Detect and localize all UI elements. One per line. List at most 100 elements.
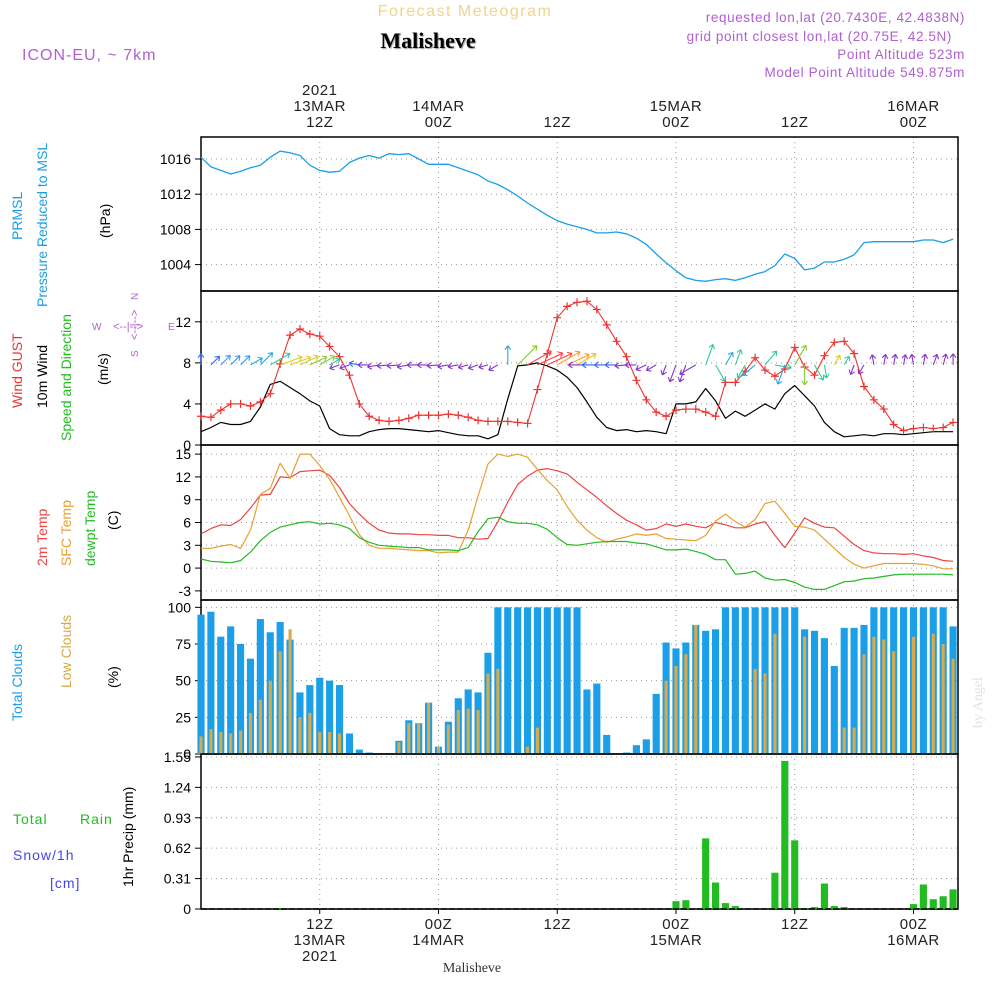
wind-gust-marker [859,382,868,391]
total-cloud-bar [731,607,739,754]
total-cloud-bar [326,680,334,754]
wind-direction-arrow [764,350,778,366]
total-cloud-bar [642,739,650,754]
total-cloud-bar [246,658,255,754]
wind-gust-marker [662,412,671,421]
pressure-frame [200,136,959,292]
precip-ytick-label: 0.62 [164,840,191,856]
wind-direction-arrow [908,353,916,365]
total-cloud-bar [207,611,215,754]
wind-gust-marker [256,397,265,406]
wind-direction-arrow [576,352,597,366]
clouds-label-total: Total Clouds [9,644,25,721]
low-cloud-bar [911,636,916,754]
bottom-time-label: 12Z [544,916,571,933]
wind-direction-arrow [386,362,399,369]
wind-ytick-label: 8 [183,355,191,371]
wind-gust-marker [216,406,225,415]
bottom-time-label: 12Z [306,916,333,933]
pressure-ytick-label: 1016 [160,151,191,167]
wind-direction-arrow [240,355,251,366]
bottom-time-label: 14MAR [412,932,465,949]
wind-gust-marker [563,302,572,311]
top-time-label: 00Z [662,114,689,131]
wind-direction-arrow [848,364,856,376]
wind-direction-arrow [794,344,808,366]
wind-direction-arrow [949,353,957,365]
wind-direction-arrow [677,364,687,383]
total-cloud-bar [563,607,571,754]
low-cloud-bar [278,651,282,754]
wind-direction-arrow [488,364,499,372]
wind-label-dir: Speed and Direction [58,314,74,441]
pressure-panel-labels: PRMSL Pressure Reduced to MSL (hPa) [9,143,113,307]
total-cloud-bar [197,614,205,754]
wind-gust-marker [770,372,779,381]
charts-layer: 100410081012101604812-303691215025507510… [160,82,959,965]
rain-bar [791,840,799,909]
precip-frame [200,753,959,910]
total-cloud-bar [543,607,551,754]
total-cloud-bar [217,636,225,754]
low-cloud-bar [496,668,500,754]
wind-gust-marker [691,405,700,414]
low-cloud-bar [436,746,441,754]
clouds-label-low: Low Clouds [58,615,74,688]
wind-direction-arrow [775,364,786,385]
total-cloud-bar [919,607,927,754]
rain-bar [949,889,957,909]
total-cloud-bar [227,626,235,754]
wind-direction-arrow [319,355,336,366]
low-cloud-bar [268,680,272,754]
wind-direction-arrow [734,349,743,366]
temp-label-dewpt: dewpt Temp [82,491,98,566]
low-cloud-bar [674,666,678,754]
rain-bar [702,838,710,909]
wind-direction-arrow [416,361,429,369]
low-cloud-bar [209,729,213,754]
wind-direction-arrow [725,351,734,366]
wind-gust-marker [444,410,453,419]
compass-mid: <--|--> [113,321,143,333]
total-cloud-bar [603,734,611,754]
wind-direction-arrow [581,361,597,369]
total-cloud-bar [721,607,730,754]
low-cloud-bar [892,651,896,754]
wind-direction-arrow [270,352,291,366]
wind-direction-arrow [891,353,899,365]
clouds-ytick-label: 75 [175,636,191,652]
wind-label-gust: Wind GUST [9,333,25,408]
wind-gust-marker [671,406,680,415]
wind-direction-arrow [339,363,350,371]
bottom-time-label: 00Z [662,916,689,933]
temperature-ytick-label: -3 [179,583,192,599]
wind-gust-marker [345,371,354,380]
wind-gust-marker [424,411,433,420]
low-cloud-bar [337,733,342,754]
wind-direction-arrow [736,364,746,379]
rain-bar [810,907,819,909]
compass-e: E [168,322,175,333]
temperature-ytick-label: 6 [183,515,191,531]
wind-direction-arrow [921,353,928,365]
pressure-label-1: PRMSL [9,192,25,240]
top-time-label: 16MAR [887,98,940,115]
wind-direction-arrow [705,344,716,366]
wind-gust-marker [266,389,275,398]
wind-gust-marker [790,343,799,352]
wind-gust-marker [582,297,591,306]
wind-gust-marker [503,417,512,426]
clouds-panel: 0 25 50 75 100 [168,599,959,762]
low-cloud-bar [258,699,262,754]
total-cloud-bar [830,666,838,754]
wind-direction-arrow [843,355,851,366]
total-cloud-bar [900,607,908,754]
wind-gust-marker [701,408,710,417]
precip-label-cm: [cm] [50,875,80,891]
temp-panel-labels: 2m Temp SFC Temp dewpt Temp (C) [34,491,121,566]
wind-gust-marker [612,337,621,346]
low-cloud-bar [248,712,253,754]
pressure-ytick-label: 1008 [160,221,191,237]
wind-direction-arrow [230,355,241,366]
wind-direction-arrow [614,362,627,369]
